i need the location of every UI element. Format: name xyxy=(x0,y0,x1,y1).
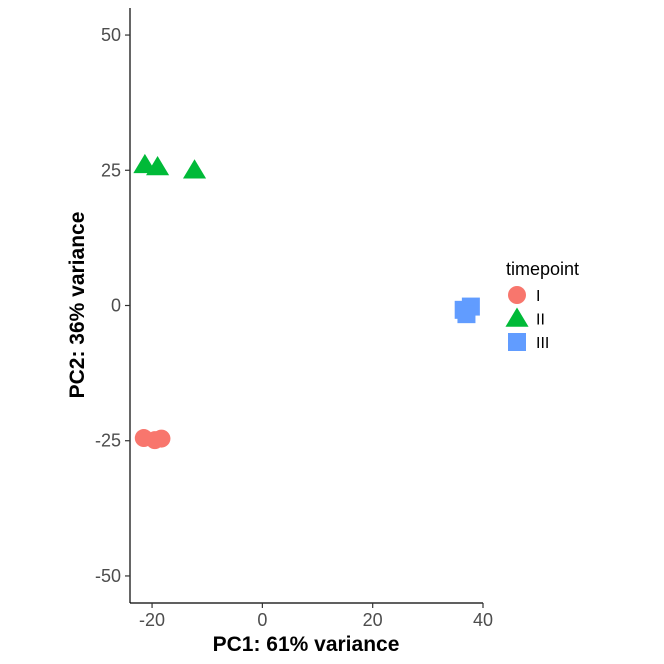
y-tick-label: -50 xyxy=(95,566,121,586)
x-tick-label: -20 xyxy=(139,610,165,630)
x-axis-title: PC1: 61% variance xyxy=(213,633,400,656)
point-triangle xyxy=(146,156,170,176)
point-square xyxy=(457,305,476,324)
axes xyxy=(129,8,483,604)
x-tick-label: 0 xyxy=(257,610,267,630)
y-tick-label: 25 xyxy=(101,160,121,180)
legend-label: II xyxy=(536,312,545,329)
legend-label: III xyxy=(536,335,549,352)
data-points xyxy=(133,153,480,450)
x-tick-label: 20 xyxy=(363,610,383,630)
legend-key-circle xyxy=(508,286,526,304)
point-circle xyxy=(152,429,171,448)
legend-title: timepoint xyxy=(506,259,579,279)
y-axis-title: PC2: 36% variance xyxy=(66,212,89,399)
y-tick-label: 0 xyxy=(111,296,121,316)
x-ticks: -20 0 20 40 xyxy=(139,603,493,630)
y-ticks: -50 -25 0 25 50 xyxy=(95,25,130,586)
legend-label: I xyxy=(536,288,540,305)
point-triangle xyxy=(182,159,207,179)
y-tick-label: 50 xyxy=(101,25,121,45)
x-tick-label: 40 xyxy=(473,610,493,630)
legend-key-square xyxy=(508,333,526,351)
y-tick-label: -25 xyxy=(95,431,121,451)
legend-key-triangle xyxy=(505,307,529,327)
